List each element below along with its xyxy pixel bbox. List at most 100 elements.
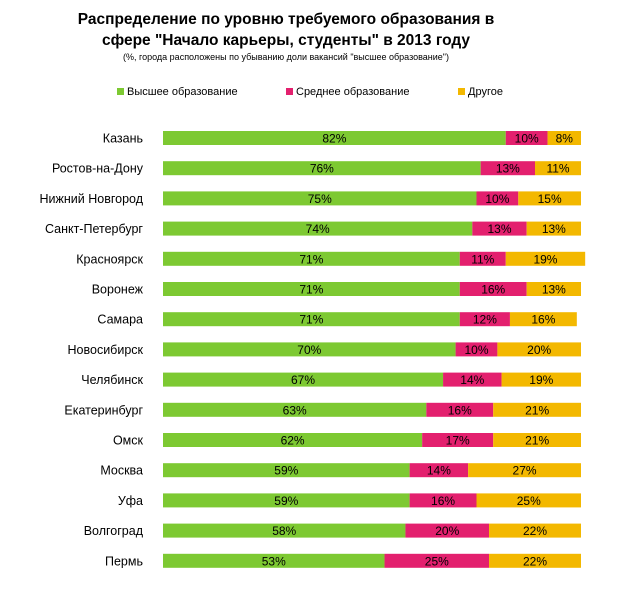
data-label-4-2: 19% bbox=[533, 252, 557, 266]
bar-2-0 bbox=[163, 191, 477, 206]
bar-1-0 bbox=[163, 161, 481, 176]
bar-2-2 bbox=[518, 191, 581, 206]
bar-6-0 bbox=[163, 312, 460, 327]
data-label-14-1: 25% bbox=[425, 554, 449, 568]
bar-8-0 bbox=[163, 372, 444, 387]
data-label-5-0: 71% bbox=[299, 283, 323, 297]
category-axis-labels: Казань Ростов-на-Дону Нижний Новгород Санкт… bbox=[40, 132, 144, 569]
data-label-2-1: 10% bbox=[485, 192, 509, 206]
data-label-9-1: 16% bbox=[448, 403, 472, 417]
data-label-4-0: 71% bbox=[299, 252, 323, 266]
data-label-6-2: 16% bbox=[531, 313, 555, 327]
data-label-7-2: 20% bbox=[527, 343, 551, 357]
category-label-9: Екатеринбург bbox=[64, 403, 143, 417]
bar-0-1 bbox=[505, 131, 548, 145]
bar-8-2 bbox=[501, 372, 581, 387]
data-label-11-2: 27% bbox=[513, 464, 537, 478]
data-label-4-1: 11% bbox=[471, 252, 494, 266]
bar-1-2 bbox=[535, 161, 581, 176]
data-label-11-1: 14% bbox=[427, 464, 451, 478]
bar-4-0 bbox=[163, 251, 460, 266]
data-label-7-0: 70% bbox=[297, 343, 321, 357]
legend-label-2: Другое bbox=[468, 86, 503, 98]
bar-6-2 bbox=[509, 312, 577, 327]
bar-0-0 bbox=[163, 131, 506, 145]
bar-3-1 bbox=[472, 221, 527, 236]
legend: Высшее образование Среднее образование Дру… bbox=[117, 86, 503, 98]
data-label-9-2: 21% bbox=[525, 403, 549, 417]
chart-title: Распределение по уровню требуемого образ… bbox=[78, 11, 495, 49]
data-label-12-0: 59% bbox=[274, 494, 298, 508]
data-label-7-1: 10% bbox=[464, 343, 488, 357]
bar-14-2 bbox=[489, 553, 581, 568]
bar-5-2 bbox=[526, 282, 581, 296]
bar-14-1 bbox=[384, 553, 490, 568]
category-label-13: Волгоград bbox=[84, 524, 144, 538]
chart-title-line-1: Распределение по уровню требуемого образ… bbox=[78, 11, 495, 28]
data-label-6-1: 12% bbox=[473, 313, 497, 327]
legend-swatch-0 bbox=[117, 88, 124, 95]
bar-9-0 bbox=[163, 402, 427, 417]
data-label-8-2: 19% bbox=[529, 373, 553, 387]
bar-7-1 bbox=[455, 342, 498, 357]
legend-label-1: Среднее образование bbox=[296, 86, 409, 98]
chart-title-line-2: сфере "Начало карьеры, студенты" в 2013 … bbox=[102, 32, 470, 49]
bar-10-1 bbox=[422, 433, 494, 447]
bar-7-0 bbox=[163, 342, 456, 357]
category-label-2: Нижний Новгород bbox=[40, 192, 144, 206]
bar-14-0 bbox=[163, 553, 385, 568]
bar-8-1 bbox=[443, 372, 502, 387]
data-label-12-1: 16% bbox=[431, 494, 455, 508]
legend-item-2: Другое bbox=[458, 86, 503, 98]
category-label-3: Санкт-Петербург bbox=[45, 222, 143, 236]
bars bbox=[163, 131, 586, 568]
data-label-1-0: 76% bbox=[310, 162, 334, 176]
bar-12-1 bbox=[409, 493, 477, 508]
data-label-3-2: 13% bbox=[542, 222, 566, 236]
data-label-0-2: 8% bbox=[556, 132, 574, 146]
bar-10-0 bbox=[163, 433, 423, 447]
bar-4-2 bbox=[505, 251, 586, 266]
category-label-4: Красноярск bbox=[76, 252, 143, 266]
category-label-12: Уфа bbox=[118, 494, 143, 508]
bar-13-2 bbox=[489, 523, 581, 538]
bar-12-0 bbox=[163, 493, 410, 508]
data-label-3-0: 74% bbox=[306, 222, 330, 236]
bar-2-1 bbox=[476, 191, 519, 206]
legend-swatch-2 bbox=[458, 88, 465, 95]
chart-subtitle: (%, города расположены по убыванию доли … bbox=[123, 52, 449, 62]
data-label-13-0: 58% bbox=[272, 524, 296, 538]
data-label-12-2: 25% bbox=[517, 494, 541, 508]
data-label-13-2: 22% bbox=[523, 524, 547, 538]
bar-10-2 bbox=[493, 433, 581, 447]
bar-11-2 bbox=[468, 463, 581, 478]
legend-item-1: Среднее образование bbox=[286, 86, 409, 98]
category-label-8: Челябинск bbox=[81, 373, 143, 387]
data-label-10-2: 21% bbox=[525, 434, 549, 448]
data-label-8-1: 14% bbox=[460, 373, 484, 387]
data-label-3-1: 13% bbox=[487, 222, 511, 236]
category-label-7: Новосибирск bbox=[68, 343, 144, 357]
data-label-10-1: 17% bbox=[446, 434, 470, 448]
category-label-10: Омск bbox=[113, 434, 144, 448]
category-label-1: Ростов-на-Дону bbox=[52, 162, 144, 176]
data-label-1-1: 13% bbox=[496, 162, 520, 176]
data-label-2-0: 75% bbox=[308, 192, 332, 206]
bar-13-0 bbox=[163, 523, 406, 538]
bar-9-1 bbox=[426, 402, 494, 417]
data-label-10-0: 62% bbox=[281, 434, 305, 448]
data-label-14-0: 53% bbox=[262, 554, 286, 568]
bar-9-2 bbox=[493, 402, 581, 417]
data-label-0-1: 10% bbox=[515, 132, 539, 146]
bar-3-2 bbox=[526, 221, 581, 236]
data-label-0-0: 82% bbox=[322, 132, 346, 146]
data-label-8-0: 67% bbox=[291, 373, 315, 387]
legend-label-0: Высшее образование bbox=[127, 86, 238, 98]
bar-5-1 bbox=[459, 282, 527, 296]
bar-0-2 bbox=[547, 131, 581, 145]
bar-11-1 bbox=[409, 463, 469, 478]
bar-13-1 bbox=[405, 523, 490, 538]
data-label-5-1: 16% bbox=[481, 283, 505, 297]
data-label-5-2: 13% bbox=[542, 283, 566, 297]
